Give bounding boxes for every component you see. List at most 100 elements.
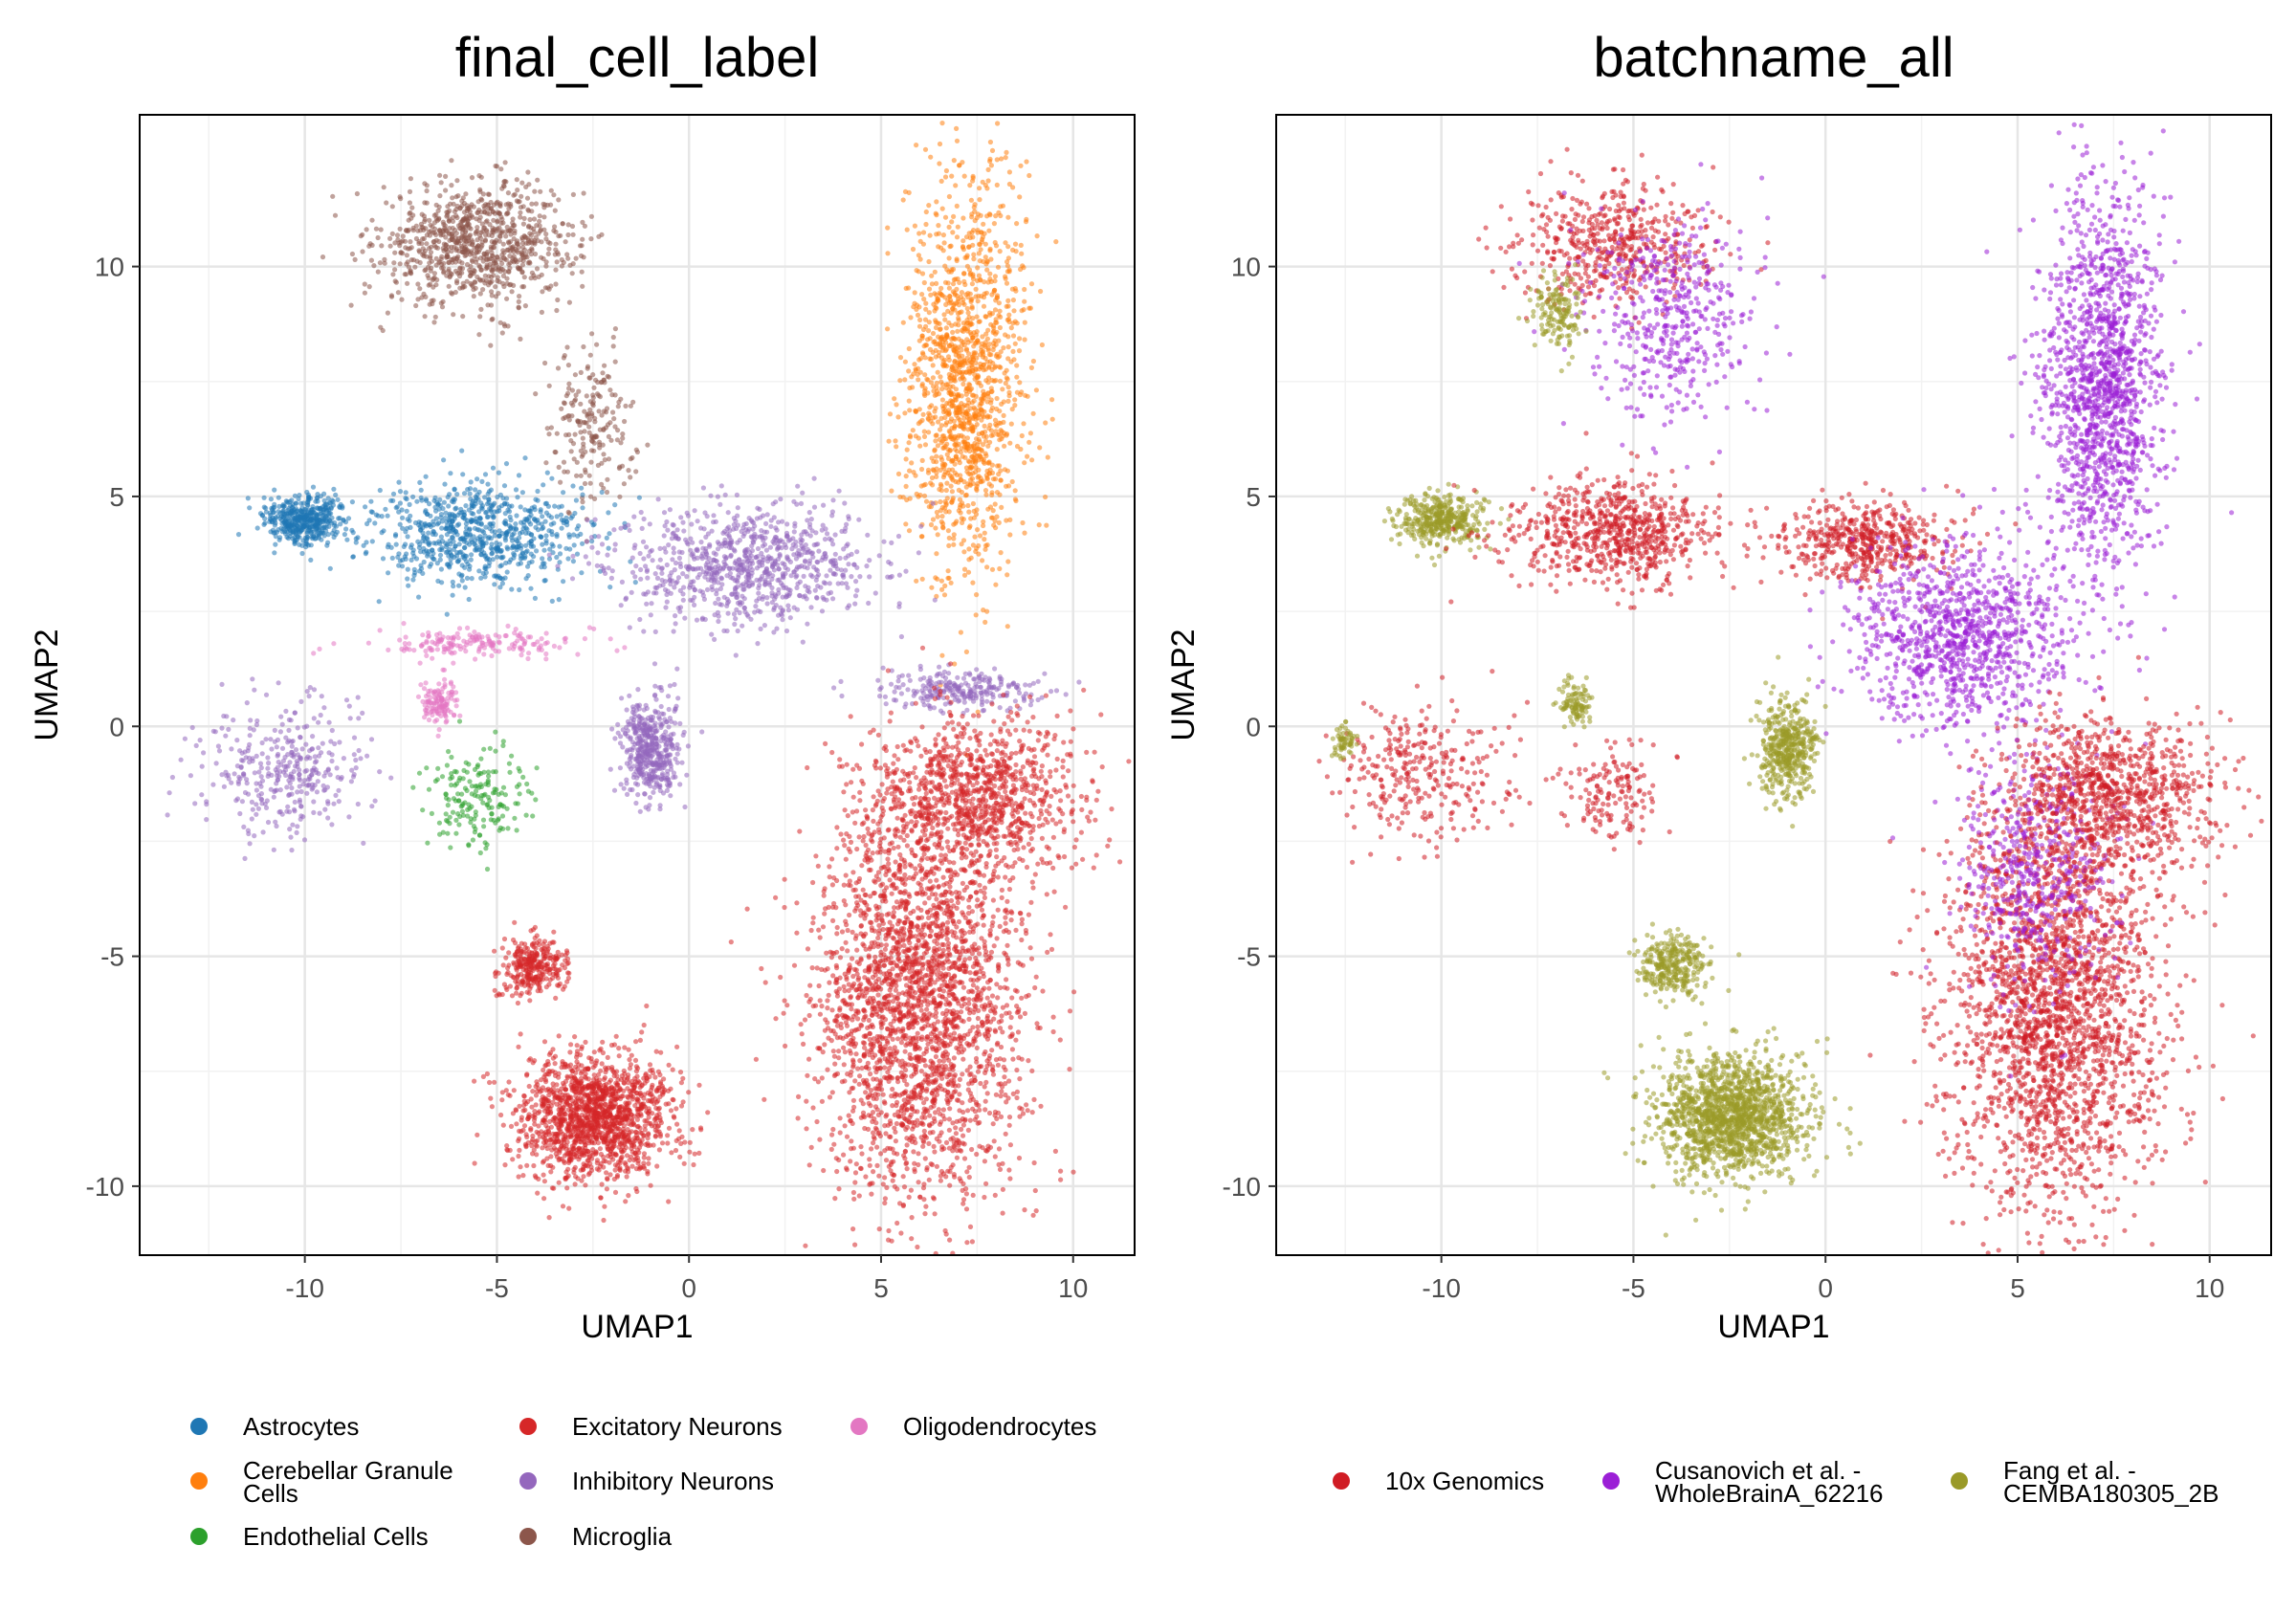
point bbox=[262, 520, 267, 525]
point bbox=[972, 535, 977, 540]
point bbox=[363, 504, 367, 509]
point bbox=[943, 174, 948, 179]
point bbox=[512, 236, 517, 241]
point bbox=[491, 502, 496, 507]
point bbox=[417, 568, 422, 573]
point bbox=[502, 483, 507, 488]
point bbox=[485, 501, 490, 506]
point bbox=[662, 510, 667, 515]
point bbox=[1005, 269, 1010, 274]
point bbox=[695, 575, 700, 580]
point bbox=[312, 687, 317, 692]
point bbox=[445, 204, 450, 209]
point bbox=[439, 300, 444, 305]
point bbox=[947, 255, 952, 260]
point bbox=[991, 476, 996, 481]
point bbox=[408, 239, 412, 244]
point bbox=[1005, 334, 1010, 339]
point bbox=[960, 215, 965, 220]
point bbox=[463, 503, 468, 508]
point bbox=[500, 220, 505, 225]
point bbox=[265, 766, 270, 771]
point bbox=[305, 689, 310, 694]
point bbox=[532, 189, 537, 194]
point bbox=[840, 581, 845, 585]
point bbox=[997, 493, 1002, 497]
point bbox=[939, 121, 944, 125]
point bbox=[492, 260, 497, 265]
point bbox=[591, 386, 596, 390]
point bbox=[628, 528, 632, 533]
point bbox=[570, 224, 575, 229]
point bbox=[1026, 394, 1030, 399]
point bbox=[405, 526, 409, 531]
point bbox=[922, 494, 927, 498]
point bbox=[949, 416, 954, 421]
point bbox=[793, 540, 798, 544]
point bbox=[403, 239, 408, 244]
point bbox=[755, 641, 760, 646]
point bbox=[947, 411, 952, 416]
point bbox=[471, 287, 475, 292]
point bbox=[571, 232, 576, 237]
point bbox=[392, 267, 397, 272]
point bbox=[475, 476, 479, 481]
point bbox=[552, 224, 557, 229]
point bbox=[582, 190, 586, 195]
point bbox=[451, 219, 455, 224]
point bbox=[384, 200, 388, 205]
point bbox=[830, 497, 835, 502]
point bbox=[570, 483, 575, 488]
point bbox=[289, 750, 294, 755]
point bbox=[392, 251, 397, 255]
point bbox=[816, 549, 821, 554]
point bbox=[563, 353, 567, 358]
point bbox=[1005, 469, 1010, 474]
point bbox=[734, 607, 739, 612]
point bbox=[697, 588, 702, 593]
point bbox=[808, 533, 813, 538]
point bbox=[792, 524, 797, 529]
point bbox=[700, 546, 705, 551]
point bbox=[930, 482, 935, 487]
point bbox=[990, 567, 995, 572]
point bbox=[718, 502, 722, 507]
point bbox=[750, 527, 755, 532]
point bbox=[965, 326, 970, 331]
point bbox=[252, 688, 256, 693]
point bbox=[585, 540, 589, 544]
point bbox=[954, 287, 959, 292]
point bbox=[916, 377, 920, 382]
point bbox=[409, 257, 414, 262]
point bbox=[526, 225, 531, 230]
point bbox=[946, 280, 951, 285]
point bbox=[560, 526, 564, 531]
point bbox=[748, 564, 753, 569]
point bbox=[316, 745, 320, 750]
point bbox=[611, 527, 616, 532]
point bbox=[468, 497, 473, 501]
point bbox=[807, 559, 812, 563]
point bbox=[508, 202, 513, 207]
point bbox=[687, 585, 692, 590]
point bbox=[514, 513, 519, 518]
point bbox=[490, 529, 495, 534]
point bbox=[943, 215, 948, 220]
point bbox=[447, 519, 452, 524]
point bbox=[971, 393, 976, 398]
point bbox=[922, 393, 927, 398]
point bbox=[342, 756, 346, 761]
point bbox=[983, 242, 988, 247]
point bbox=[719, 483, 724, 488]
point bbox=[289, 785, 294, 790]
point bbox=[856, 518, 861, 522]
point bbox=[959, 510, 963, 515]
point bbox=[787, 591, 792, 596]
point bbox=[427, 276, 431, 280]
point bbox=[931, 340, 936, 344]
point bbox=[430, 551, 435, 556]
point bbox=[1011, 333, 1016, 338]
point bbox=[540, 521, 544, 526]
point bbox=[571, 192, 576, 197]
point bbox=[764, 548, 769, 553]
